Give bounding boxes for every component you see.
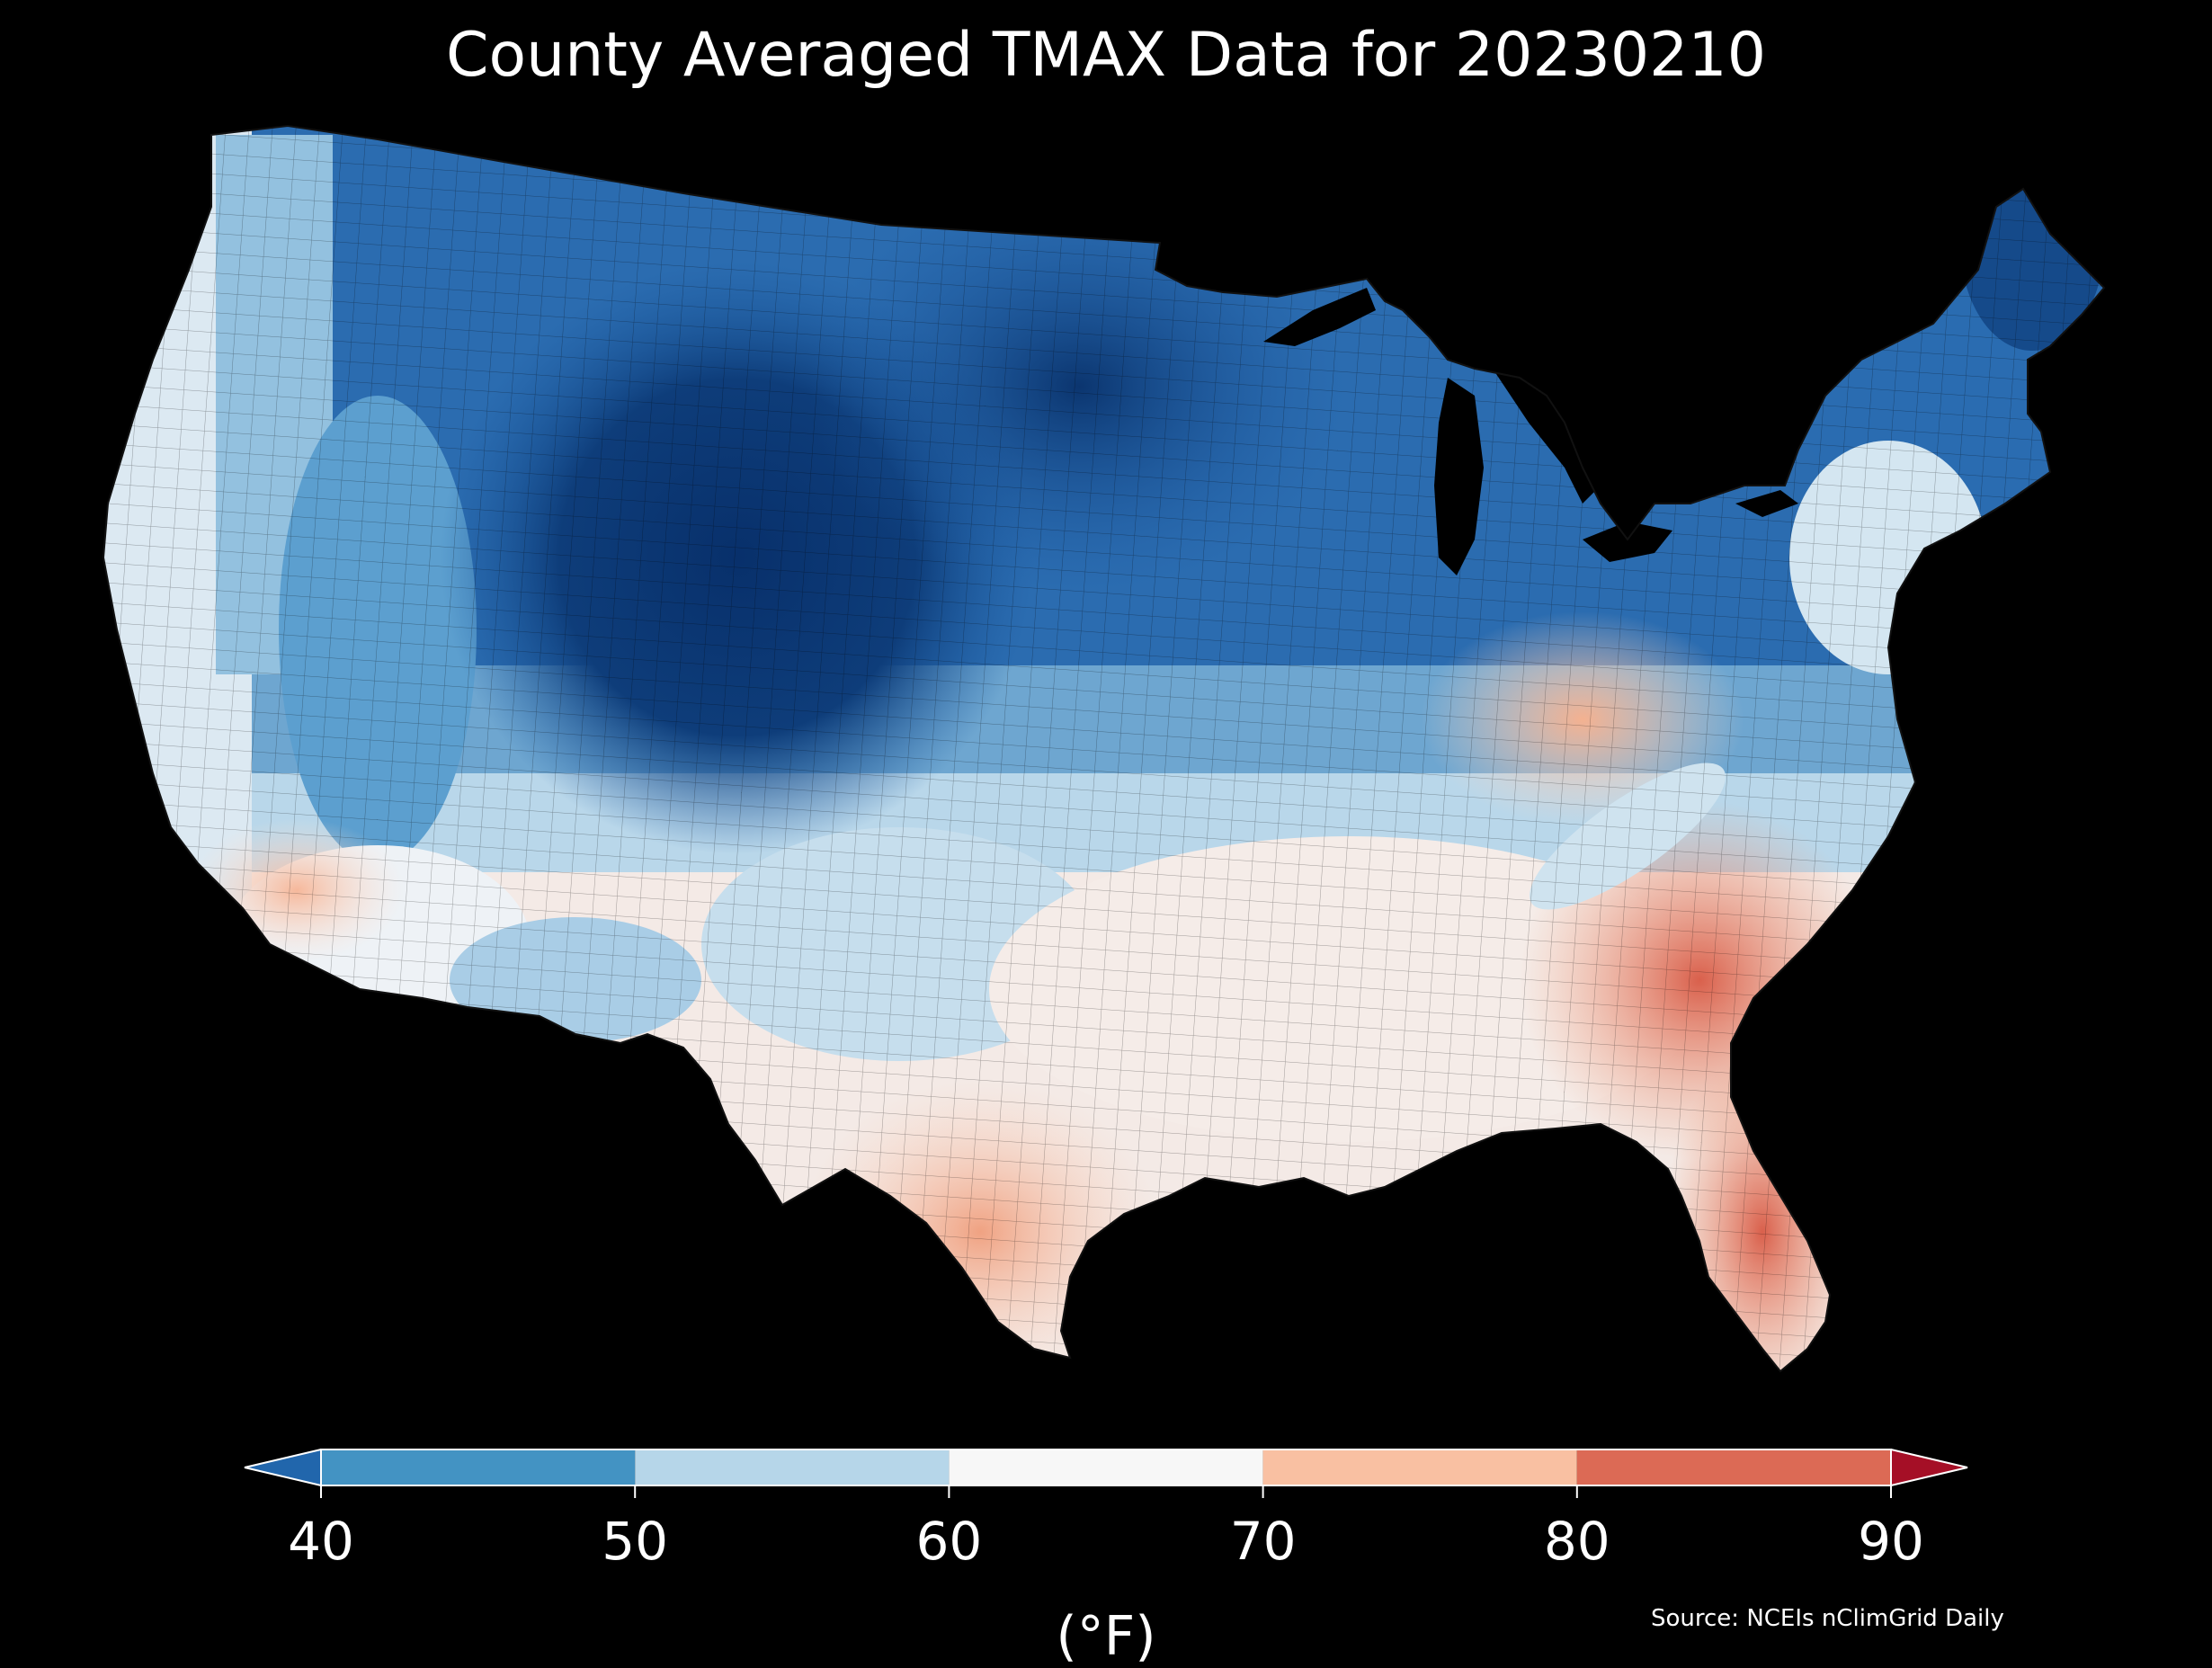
colorbar-tick-label: 60	[915, 1511, 983, 1572]
colorbar-tick-label: 80	[1543, 1511, 1610, 1572]
colorbar-bin-40-50	[321, 1449, 636, 1485]
colorbar-bin-60-70	[949, 1449, 1263, 1485]
colorbar-unit-label: (°F)	[1056, 1605, 1156, 1668]
source-note: Source: NCEIs nClimGrid Daily	[1651, 1605, 2004, 1632]
colorbar-tick-label: 40	[288, 1511, 354, 1572]
map-title: County Averaged TMAX Data for 20230210	[446, 20, 1766, 91]
colorbar-tick-label: 50	[602, 1511, 669, 1572]
colorbar-bin-70-80	[1262, 1449, 1577, 1485]
great-lakes	[1263, 288, 1798, 575]
colorbar-under-arrow	[245, 1449, 321, 1485]
colorbar-bin-80-90	[1576, 1449, 1891, 1485]
colorbar-tick-label: 70	[1229, 1511, 1297, 1572]
colorbar-tick-label: 90	[1858, 1511, 1924, 1572]
colorbar-bin-50-60	[635, 1449, 950, 1485]
colorbar-over-arrow	[1891, 1449, 1967, 1485]
